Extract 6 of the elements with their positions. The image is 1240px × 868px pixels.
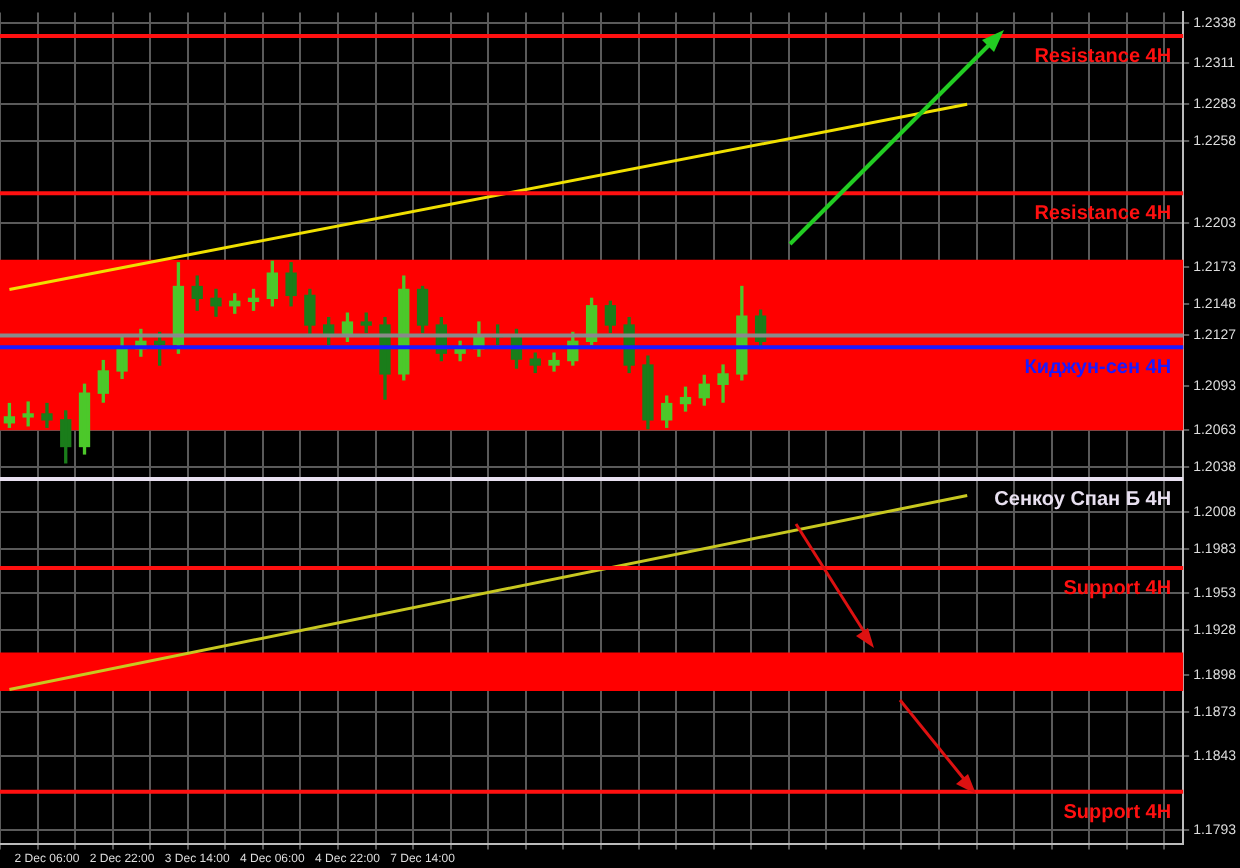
ref-line-label: Resistance 4H — [1034, 203, 1172, 226]
ref-line-label: Support 4H — [1063, 801, 1172, 824]
ref-line-label: Киджун-сен 4H — [1024, 357, 1172, 380]
ref-line-label: Сенкоу Спан Б 4H — [994, 489, 1172, 512]
ref-line-label: Support 4H — [1063, 578, 1172, 601]
ref-line-label: Resistance 4H — [1034, 46, 1172, 69]
